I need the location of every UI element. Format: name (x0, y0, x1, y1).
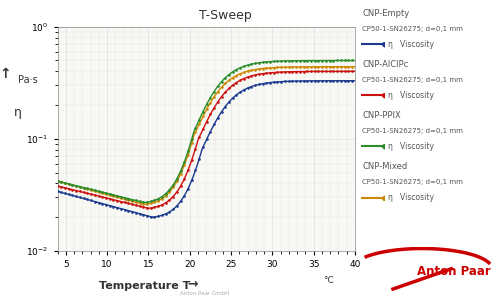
Text: η   Viscosity: η Viscosity (388, 91, 434, 100)
Text: CP50-1-SN26275; d=0,1 mm: CP50-1-SN26275; d=0,1 mm (362, 77, 464, 83)
Text: CP50-1-SN26275; d=0,1 mm: CP50-1-SN26275; d=0,1 mm (362, 26, 464, 32)
Text: °C: °C (324, 276, 334, 285)
Text: CNP-Mixed: CNP-Mixed (362, 162, 408, 171)
Text: →: → (187, 277, 198, 290)
Text: T-Sweep: T-Sweep (198, 9, 252, 22)
Text: ↑: ↑ (0, 67, 11, 81)
Text: Pa·s: Pa·s (18, 75, 38, 85)
Text: CNP-AlClPc: CNP-AlClPc (362, 60, 409, 69)
Text: η   Viscosity: η Viscosity (388, 193, 434, 202)
Text: CNP-Empty: CNP-Empty (362, 9, 410, 18)
Text: η   Viscosity: η Viscosity (388, 40, 434, 49)
Text: η   Viscosity: η Viscosity (388, 142, 434, 151)
Text: CP50-1-SN26275; d=0,1 mm: CP50-1-SN26275; d=0,1 mm (362, 179, 464, 185)
Text: CNP-PPIX: CNP-PPIX (362, 111, 401, 120)
Text: Anton Paar GmbH: Anton Paar GmbH (180, 290, 230, 296)
Text: Temperature T: Temperature T (100, 281, 190, 291)
Text: Anton Paar: Anton Paar (416, 265, 490, 277)
Text: CP50-1-SN26275; d=0,1 mm: CP50-1-SN26275; d=0,1 mm (362, 128, 464, 134)
Text: η: η (14, 106, 22, 119)
